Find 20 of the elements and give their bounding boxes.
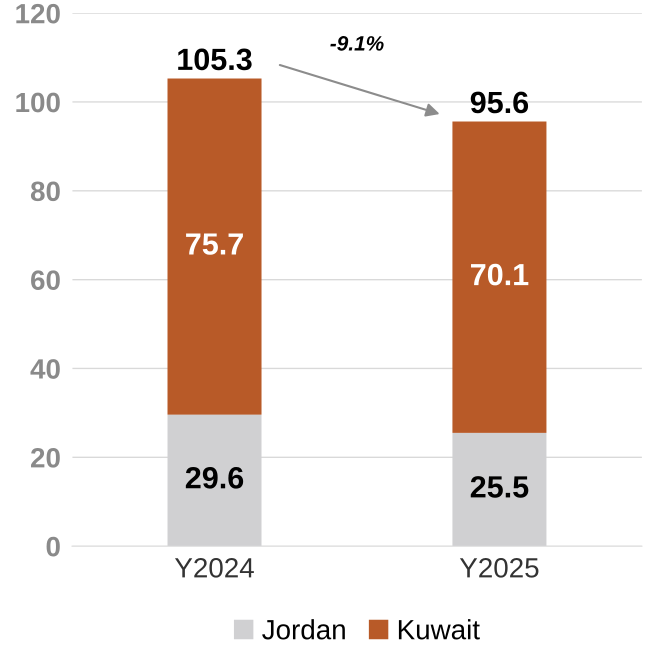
y-tick-label: 60	[31, 270, 60, 290]
total-label: 105.3	[178, 48, 252, 70]
data-label: 25.5	[470, 476, 528, 498]
data-label: 29.6	[186, 466, 244, 489]
x-tick-label: Y2025	[460, 558, 538, 578]
data-label: 70.1	[471, 264, 528, 286]
bar	[168, 78, 262, 415]
y-tick-label: 100	[16, 92, 60, 112]
x-tick-label: Y2024	[174, 558, 254, 578]
annotation: -9.1%	[330, 36, 384, 51]
y-tick-label: 20	[31, 448, 60, 468]
legend-label: Kuwait	[398, 619, 480, 640]
total-label: 95.6	[470, 92, 528, 114]
y-tick-label: 80	[30, 181, 60, 202]
y-tick-label: 40	[30, 359, 60, 379]
bar	[452, 122, 546, 433]
legend-label: Jordan	[262, 619, 345, 640]
y-tick-label: 120	[16, 4, 60, 24]
y-tick-label: 0	[46, 536, 60, 556]
data-label: 75.7	[186, 233, 243, 255]
